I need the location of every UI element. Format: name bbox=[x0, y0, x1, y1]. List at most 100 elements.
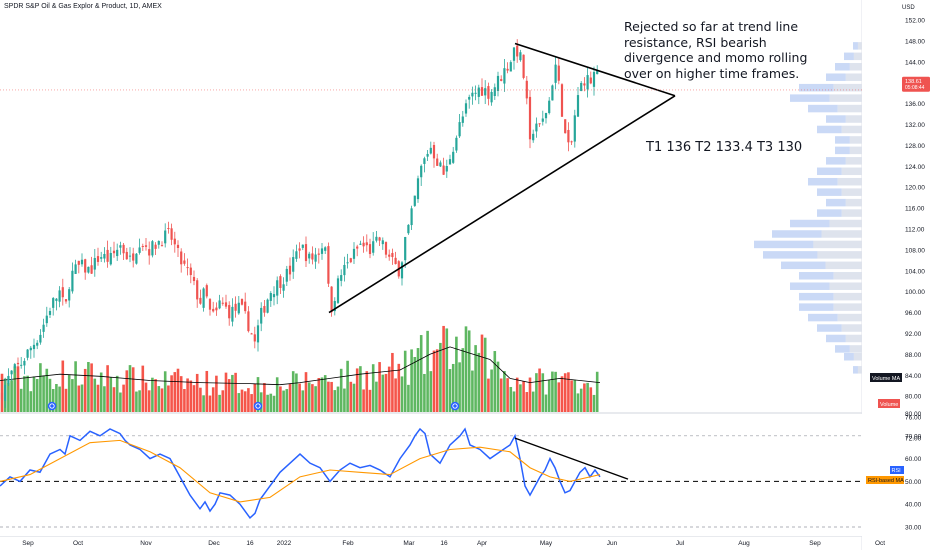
volume-bar bbox=[99, 372, 103, 412]
volume-bar bbox=[304, 372, 308, 412]
volume-bar bbox=[288, 383, 292, 412]
candle-body bbox=[260, 307, 263, 324]
candle-body bbox=[212, 308, 215, 312]
volume-bar bbox=[135, 391, 138, 412]
volume-bar bbox=[391, 352, 394, 412]
volume-bar bbox=[579, 388, 583, 412]
volume-bar bbox=[515, 377, 519, 412]
volume-profile-bar-up bbox=[808, 177, 838, 186]
volume-bar bbox=[471, 370, 474, 412]
candle-body bbox=[170, 228, 173, 240]
volume-bar bbox=[170, 375, 173, 412]
volume-bar bbox=[551, 371, 554, 412]
volume-bar bbox=[237, 393, 241, 412]
candle-body bbox=[493, 87, 496, 97]
candle-body bbox=[157, 240, 160, 245]
candle-body bbox=[138, 247, 141, 253]
candle-body bbox=[330, 286, 333, 313]
candle-body bbox=[128, 255, 132, 257]
price-tick-label: 124.00 bbox=[905, 164, 925, 171]
price-tick-label: 148.00 bbox=[905, 38, 925, 45]
price-tick-label: 104.00 bbox=[905, 268, 925, 275]
candle-body bbox=[586, 75, 589, 90]
candle-body bbox=[199, 297, 202, 304]
volume-bar bbox=[314, 386, 317, 412]
volume-profile-bar-down bbox=[849, 63, 862, 71]
rsi-tick-label: 70.00 bbox=[905, 433, 922, 440]
volume-bar bbox=[416, 348, 420, 412]
time-tick-label: 16 bbox=[246, 540, 254, 547]
candle-body bbox=[365, 242, 368, 246]
rsi-value-tag-text: RSI bbox=[892, 468, 902, 474]
volume-bar bbox=[183, 389, 186, 412]
targets-annotation: T1 136 T2 133.4 T3 130 bbox=[646, 140, 803, 155]
candle-body bbox=[573, 115, 576, 142]
candle-body bbox=[484, 88, 487, 96]
price-tick-label: 112.00 bbox=[905, 227, 925, 234]
volume-bar bbox=[35, 379, 39, 412]
rsi-panel bbox=[0, 414, 862, 536]
volume-bar bbox=[138, 390, 141, 412]
candle-body bbox=[432, 145, 436, 159]
candle-body bbox=[583, 83, 586, 86]
rsi-tick-label: 50.00 bbox=[905, 479, 922, 486]
candle-body bbox=[279, 276, 282, 288]
volume-profile-bar-up bbox=[808, 104, 838, 113]
rsi-ma-tag bbox=[866, 476, 904, 484]
volume-profile bbox=[754, 42, 862, 374]
price-tick-label: 152.00 bbox=[905, 18, 925, 25]
candle-body bbox=[10, 370, 13, 375]
candle-body bbox=[196, 280, 199, 300]
candle-body bbox=[452, 151, 455, 163]
candle-body bbox=[407, 224, 410, 234]
candle-body bbox=[45, 315, 48, 324]
candle-body bbox=[68, 289, 71, 301]
candle-body bbox=[253, 334, 256, 342]
candle-body bbox=[87, 266, 90, 273]
volume-bar bbox=[176, 368, 180, 412]
candle-body bbox=[362, 242, 365, 247]
volume-profile-bar-up bbox=[844, 353, 854, 361]
candle-body bbox=[445, 166, 448, 172]
dividend-marker bbox=[47, 401, 57, 411]
volume-bar bbox=[269, 393, 273, 412]
volume-profile-bar-up bbox=[790, 219, 830, 228]
volume-profile-bar-up bbox=[817, 167, 842, 176]
candle-body bbox=[116, 249, 119, 257]
time-tick-label: Jul bbox=[676, 540, 685, 547]
candle-body bbox=[336, 278, 340, 303]
volume-profile-bar-up bbox=[808, 313, 838, 322]
volume-bar bbox=[61, 360, 65, 412]
volume-bar bbox=[13, 366, 17, 412]
candle-body bbox=[506, 68, 509, 71]
candle-body bbox=[554, 64, 557, 83]
volume-profile-bar-up bbox=[790, 94, 830, 102]
volume-bar bbox=[368, 389, 372, 412]
candle-body bbox=[272, 294, 276, 298]
time-tick-label: May bbox=[540, 540, 553, 547]
time-tick-label: Dec bbox=[208, 540, 220, 547]
candle-body bbox=[164, 230, 167, 244]
volume-profile-bar-up bbox=[817, 188, 842, 196]
volume-bar bbox=[560, 376, 564, 412]
candle-body bbox=[480, 87, 484, 96]
candle-body bbox=[71, 270, 74, 292]
volume-bar bbox=[125, 370, 129, 412]
volume-bar bbox=[275, 377, 279, 412]
volume-profile-bar-down bbox=[833, 272, 862, 280]
candle-body bbox=[426, 153, 429, 157]
volume-bar bbox=[480, 334, 484, 412]
volume-bar bbox=[506, 378, 509, 412]
volume-bar bbox=[397, 363, 401, 412]
volume-bar bbox=[378, 362, 381, 412]
volume-profile-bar-down bbox=[849, 345, 862, 353]
candle-body bbox=[490, 91, 493, 103]
volume-bar bbox=[128, 365, 132, 412]
volume-profile-bar-up bbox=[817, 125, 842, 134]
candle-body bbox=[61, 287, 64, 298]
volume-bar bbox=[327, 381, 330, 412]
candle-body bbox=[464, 103, 468, 114]
volume-bar bbox=[103, 386, 106, 412]
trendline bbox=[514, 42, 676, 97]
volume-bar bbox=[586, 382, 589, 412]
